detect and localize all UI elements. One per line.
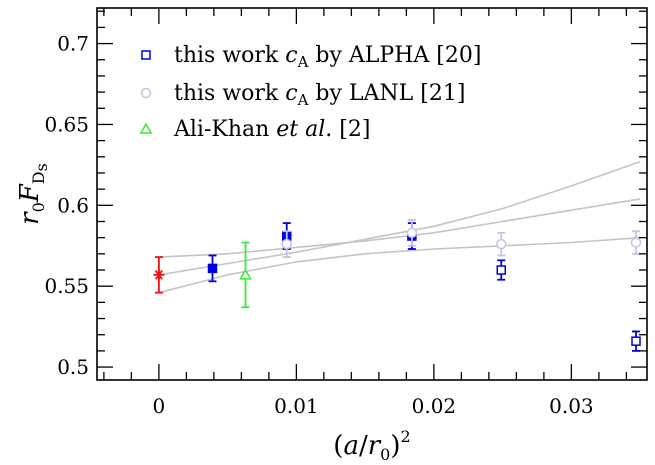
triangle-marker (239, 268, 252, 280)
data-point-s1-5 (631, 330, 641, 352)
x-axis-title: (a/r0)2 (333, 427, 410, 464)
data-point-s2-2 (406, 218, 418, 247)
square-marker (496, 265, 506, 275)
axis-ticks: 0 0.01 0.02 0.03 0.5 0.55 0.6 0.65 0.7 (44, 8, 647, 418)
data-point-s2-1 (281, 230, 292, 258)
circle-marker (281, 238, 292, 250)
circle-marker (630, 237, 642, 248)
y-axis-title: r0FDs (15, 163, 51, 225)
x-tick-label: 0.02 (412, 394, 457, 418)
fit-curves (158, 160, 641, 294)
square-marker (631, 336, 641, 346)
circle-marker (406, 227, 418, 239)
x-tick-label: 0.03 (549, 394, 594, 418)
fit-curve-1 (158, 198, 641, 258)
legend-item-1: this work cA by ALPHA [20] (141, 43, 481, 71)
legend: this work cA by ALPHA [20] this work cA b… (139, 43, 481, 142)
fit-curve-3 (158, 236, 641, 294)
legend-label: this work cA by LANL [21] (174, 81, 465, 109)
y-tick-label: 0.55 (44, 274, 89, 298)
data-points (153, 218, 642, 352)
star-marker (153, 269, 165, 281)
legend-item-2: this work cA by LANL [21] (140, 81, 465, 109)
continuum-point (153, 256, 165, 294)
circle-marker (140, 87, 152, 99)
data-point-s1-1 (207, 254, 218, 283)
data-point-s3-1 (239, 241, 252, 309)
legend-label: this work cA by ALPHA [20] (174, 43, 481, 71)
plot-frame (96, 7, 648, 381)
square-marker (207, 263, 218, 274)
square-marker (141, 50, 151, 60)
x-tick-label: 0 (153, 394, 166, 418)
y-tick-label: 0.6 (57, 193, 89, 217)
data-point-s1-4 (496, 259, 506, 281)
y-tick-label: 0.5 (57, 355, 89, 379)
y-tick-label: 0.65 (44, 112, 89, 136)
legend-label: Ali-Khan et al. [2] (173, 117, 370, 142)
y-tick-label: 0.7 (57, 32, 89, 56)
legend-item-3: Ali-Khan et al. [2] (139, 117, 370, 142)
fit-curve-2 (158, 160, 641, 276)
circle-marker (496, 238, 507, 250)
data-point-s2-3 (496, 231, 507, 257)
triangle-marker (139, 122, 153, 134)
x-tick-label: 0.01 (274, 394, 319, 418)
data-point-s2-4 (630, 230, 642, 255)
